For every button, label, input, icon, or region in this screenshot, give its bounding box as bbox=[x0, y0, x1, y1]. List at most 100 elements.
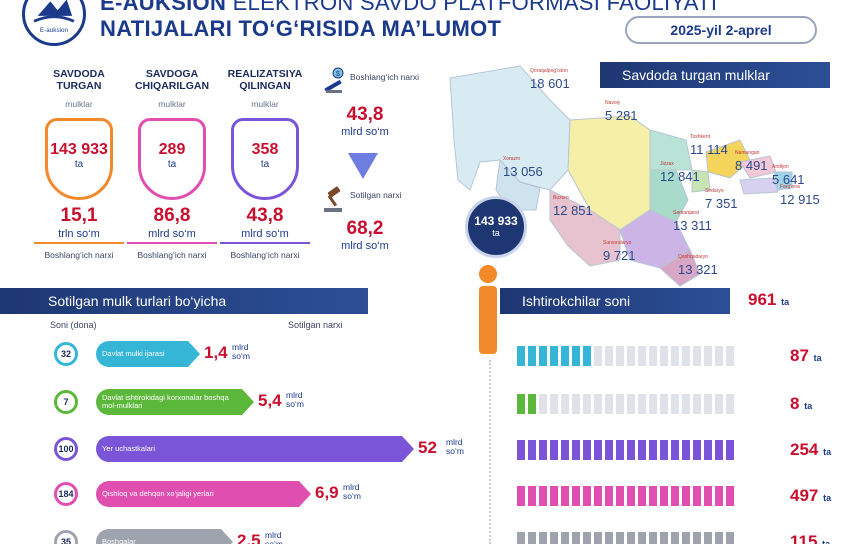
sold-type-count-circle: 184 bbox=[54, 482, 78, 506]
col-price-header: Sotilgan narxi bbox=[288, 320, 343, 330]
map-region-name: Navoiy bbox=[605, 100, 621, 106]
map-region-name: Toshkent bbox=[690, 134, 711, 140]
map-region-name: Samarqand bbox=[673, 210, 699, 216]
person-icon bbox=[583, 440, 591, 460]
sold-type-label: Yer uchastkalari bbox=[102, 444, 156, 453]
person-icon bbox=[572, 532, 580, 544]
person-icon bbox=[704, 440, 712, 460]
map-region-buxoro bbox=[549, 189, 621, 267]
down-arrow-icon bbox=[348, 153, 378, 179]
person-icon bbox=[594, 440, 602, 460]
participant-count-value: 497 bbox=[790, 486, 819, 505]
sold-type-count-circle: 100 bbox=[54, 437, 78, 461]
person-icon bbox=[583, 394, 591, 414]
sold-type-label: Davlat mulki ijarasi bbox=[102, 349, 165, 358]
participant-count-value: 115 bbox=[790, 532, 818, 544]
person-icon bbox=[627, 532, 635, 544]
person-icon bbox=[704, 486, 712, 506]
person-icon bbox=[671, 440, 679, 460]
person-icon bbox=[616, 394, 624, 414]
sold-type-bar: Davlat ishtirokidagi korxonalar boshqa m… bbox=[96, 389, 254, 415]
stat-count-shield: 358 ta bbox=[231, 118, 299, 200]
map-region-value: 5 281 bbox=[605, 108, 638, 123]
person-icon bbox=[583, 486, 591, 506]
participant-icon-row bbox=[517, 440, 734, 460]
person-icon bbox=[682, 440, 690, 460]
person-icon bbox=[726, 394, 734, 414]
person-icon bbox=[594, 394, 602, 414]
person-icon bbox=[572, 346, 580, 366]
person-icon bbox=[693, 394, 701, 414]
person-icon bbox=[517, 394, 525, 414]
stat-value-unit: mlrd so‘m bbox=[220, 228, 310, 244]
person-icon bbox=[704, 394, 712, 414]
person-icon bbox=[550, 532, 558, 544]
person-icon bbox=[561, 346, 569, 366]
person-icon bbox=[649, 532, 657, 544]
map-region-value: 12 841 bbox=[660, 169, 700, 184]
person-icon bbox=[605, 346, 613, 366]
participant-count-value: 8 bbox=[790, 394, 800, 413]
person-icon bbox=[528, 346, 536, 366]
person-icon bbox=[561, 486, 569, 506]
map-total-badge: 143 933 ta bbox=[465, 196, 527, 258]
sold-types-banner: Sotilgan mulk turlari bo‘yicha bbox=[0, 288, 368, 314]
person-icon bbox=[616, 440, 624, 460]
stat-count-unit: ta bbox=[74, 159, 84, 170]
person-icon bbox=[572, 486, 580, 506]
sold-type-label: Boshqalar bbox=[102, 537, 136, 544]
map-region-name: Jizzax bbox=[660, 161, 674, 167]
participants-total-value: 961 bbox=[748, 290, 777, 309]
col-count-header: Soni (dona) bbox=[50, 320, 97, 330]
person-icon bbox=[561, 440, 569, 460]
gavel-icon bbox=[322, 186, 346, 214]
participants-total-unit: ta bbox=[781, 297, 790, 307]
person-icon bbox=[660, 440, 668, 460]
person-icon bbox=[682, 532, 690, 544]
map-region-jizzax bbox=[649, 129, 693, 171]
map-region-name: Sirdaryo bbox=[705, 188, 724, 194]
person-icon bbox=[715, 346, 723, 366]
person-icon bbox=[627, 394, 635, 414]
person-icon bbox=[638, 440, 646, 460]
sold-price-label: Sotilgan narxi bbox=[350, 190, 402, 200]
map-region-value: 13 321 bbox=[678, 262, 718, 277]
person-icon bbox=[517, 346, 525, 366]
person-icon bbox=[550, 440, 558, 460]
sold-type-value: 1,4 bbox=[204, 343, 228, 362]
participant-count: 115 ta bbox=[790, 532, 830, 544]
map-region-name: Xorazm bbox=[503, 156, 521, 162]
map-region-name: Andijon bbox=[772, 164, 789, 170]
person-icon bbox=[583, 346, 591, 366]
person-icon bbox=[528, 394, 536, 414]
start-price-label: Boshlang‘ich narxi bbox=[350, 72, 419, 82]
map-region-toshkent bbox=[705, 139, 751, 179]
stat-count-value: 358 bbox=[251, 141, 279, 158]
map-region-name: Qashqadaryo bbox=[678, 254, 709, 260]
svg-text:$: $ bbox=[336, 71, 340, 78]
stat-count-unit: ta bbox=[260, 159, 270, 170]
person-icon bbox=[693, 532, 701, 544]
person-icon bbox=[693, 440, 701, 460]
person-icon bbox=[550, 486, 558, 506]
person-icon bbox=[517, 486, 525, 506]
sold-type-label: Qishloq va dehqon xo‘jaligi yerlari bbox=[102, 489, 214, 498]
person-icon bbox=[682, 486, 690, 506]
stat-note: Boshlang‘ich narxi bbox=[230, 250, 300, 260]
title-rest: ELEKTRON SAVDO PLATFORMASI FAOLIYATI bbox=[226, 0, 718, 15]
person-icon bbox=[726, 346, 734, 366]
stat-count-unit: ta bbox=[167, 159, 177, 170]
stat-count-shield: 143 933 ta bbox=[45, 118, 113, 200]
person-icon bbox=[627, 440, 635, 460]
map-region-name: Surxondaryo bbox=[603, 240, 632, 246]
person-icon bbox=[539, 532, 547, 544]
map-region-value: 12 915 bbox=[780, 192, 820, 207]
person-icon bbox=[671, 486, 679, 506]
stat-value: 15,1 bbox=[60, 205, 98, 226]
map-region-name: Qoraqalpog‘iston bbox=[530, 68, 568, 74]
stat-count-value: 143 933 bbox=[50, 141, 108, 158]
participants-total: 961 ta bbox=[748, 290, 789, 310]
person-icon bbox=[693, 486, 701, 506]
person-icon bbox=[671, 346, 679, 366]
stat-heading: SAVDODA TURGAN bbox=[53, 68, 105, 92]
